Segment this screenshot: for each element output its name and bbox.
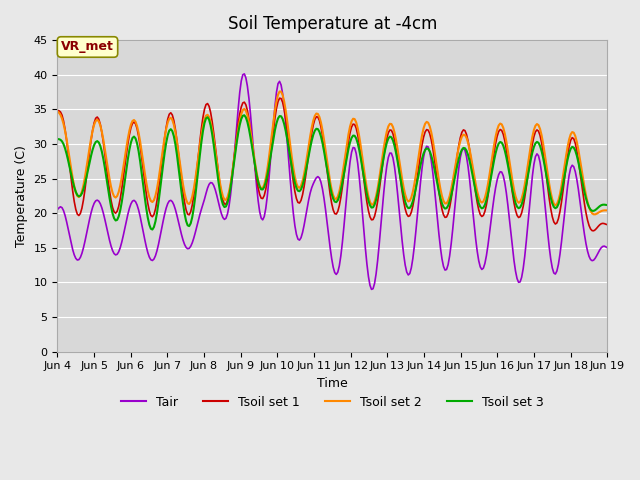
Tsoil set 2	[296, 185, 303, 191]
Tair	[604, 245, 611, 251]
Line: Tsoil set 1: Tsoil set 1	[58, 98, 607, 231]
Tsoil set 2	[575, 146, 582, 152]
Tsoil set 2	[121, 155, 129, 161]
Tair	[54, 207, 61, 213]
Line: Tsoil set 3: Tsoil set 3	[58, 115, 607, 229]
Tsoil set 3	[576, 167, 584, 172]
Tsoil set 2	[276, 89, 284, 95]
Tsoil set 2	[54, 108, 61, 114]
Tsoil set 1	[54, 108, 61, 113]
Tair	[218, 211, 225, 216]
Y-axis label: Temperature (C): Temperature (C)	[15, 145, 28, 247]
Tsoil set 2	[236, 118, 244, 124]
Tair	[296, 237, 303, 243]
Tsoil set 3	[241, 112, 248, 118]
Tsoil set 3	[237, 116, 245, 122]
Tair	[236, 90, 244, 96]
Tsoil set 1	[121, 163, 129, 169]
Tsoil set 1	[575, 157, 582, 163]
Tsoil set 1	[218, 191, 225, 196]
Tsoil set 3	[297, 187, 305, 192]
Tair	[576, 197, 584, 203]
Line: Tsoil set 2: Tsoil set 2	[58, 92, 607, 215]
X-axis label: Time: Time	[317, 377, 348, 390]
Tsoil set 3	[121, 178, 129, 184]
Tsoil set 2	[218, 187, 225, 193]
Tsoil set 2	[245, 120, 253, 125]
Tsoil set 3	[248, 144, 256, 150]
Tsoil set 1	[276, 96, 284, 101]
Tsoil set 1	[245, 116, 253, 122]
Tair	[367, 287, 375, 292]
Tsoil set 1	[604, 222, 611, 228]
Tsoil set 2	[604, 207, 611, 213]
Tsoil set 3	[219, 202, 227, 207]
Tair	[121, 226, 129, 231]
Tsoil set 3	[148, 227, 156, 232]
Tair	[246, 111, 254, 117]
Line: Tair: Tair	[58, 74, 607, 289]
Tsoil set 1	[236, 111, 244, 117]
Tsoil set 1	[296, 200, 303, 206]
Tsoil set 1	[590, 228, 598, 234]
Legend: Tair, Tsoil set 1, Tsoil set 2, Tsoil set 3: Tair, Tsoil set 1, Tsoil set 2, Tsoil se…	[116, 391, 548, 414]
Tair	[241, 71, 248, 77]
Title: Soil Temperature at -4cm: Soil Temperature at -4cm	[228, 15, 437, 33]
Text: VR_met: VR_met	[61, 40, 114, 53]
Tsoil set 3	[604, 202, 611, 208]
Tsoil set 3	[54, 136, 61, 142]
Tsoil set 2	[591, 212, 599, 217]
